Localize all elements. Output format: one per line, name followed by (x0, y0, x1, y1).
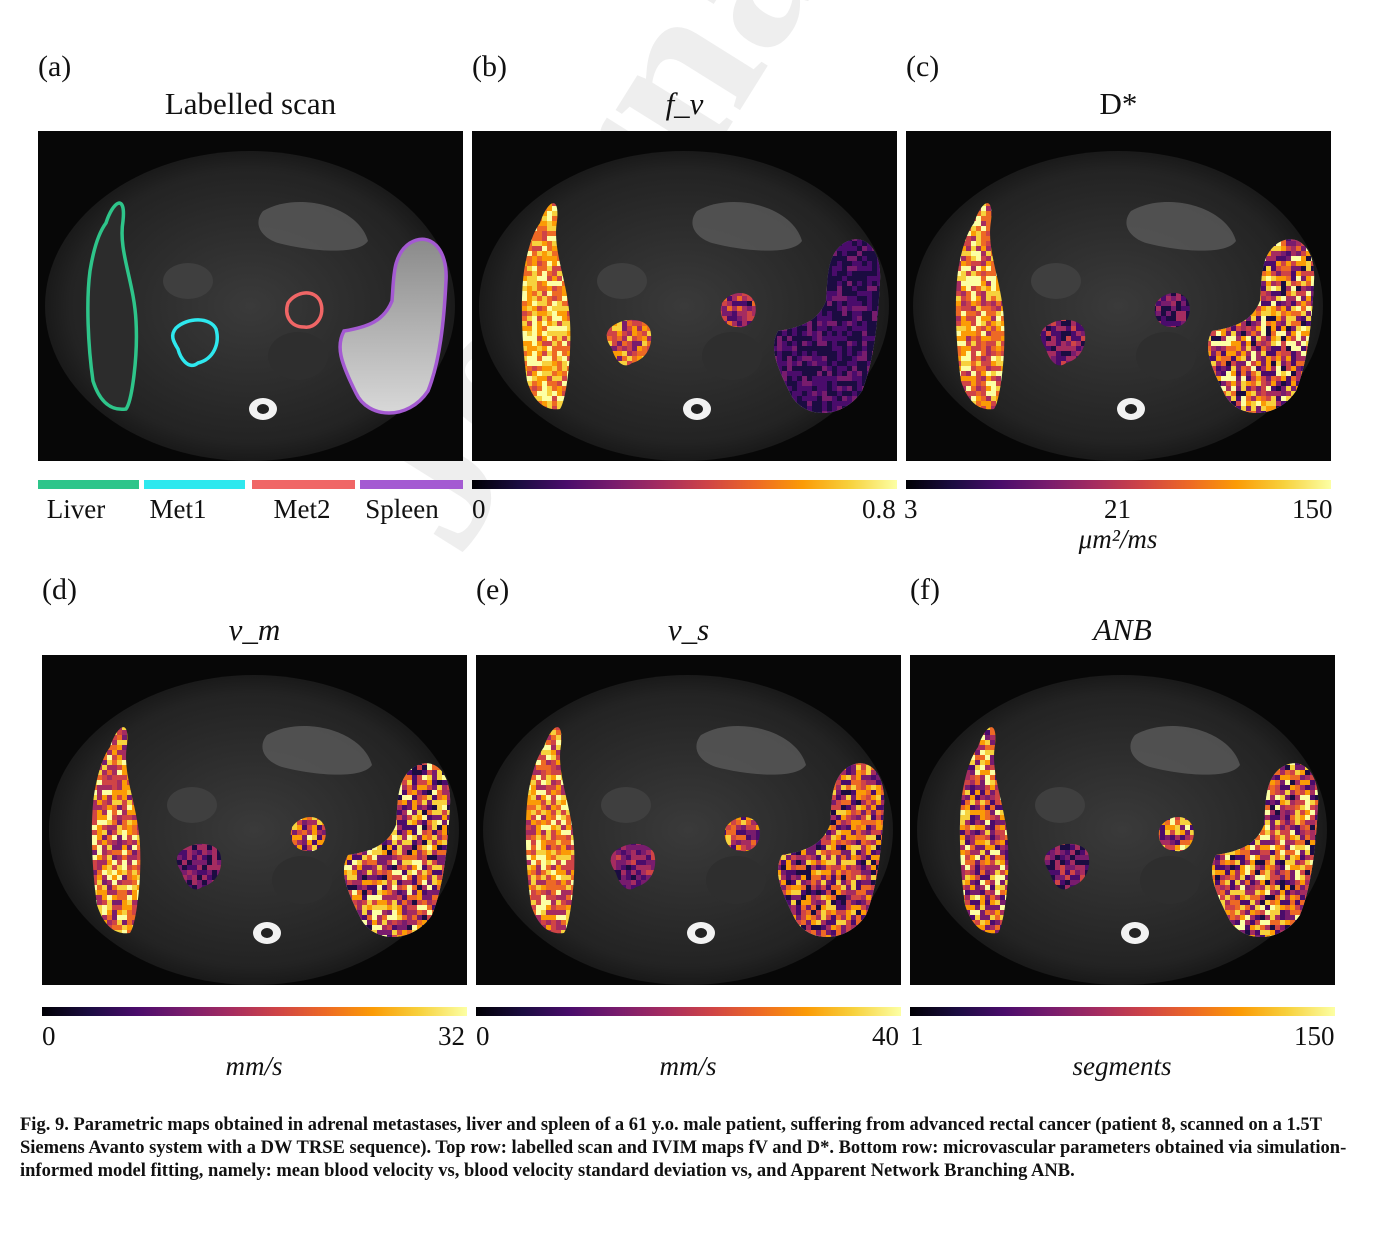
legend-swatch-spleen (360, 480, 463, 489)
colorbar-anb-max: 150 (1294, 1021, 1335, 1052)
colorbar-vs-unit: mm/s (588, 1051, 788, 1082)
colorbar-anb-unit: segments (1022, 1051, 1222, 1082)
legend-label-spleen: Spleen (362, 494, 442, 525)
panel-letter-e: (e) (476, 573, 509, 607)
colorbar-dstar-mid: 21 (1104, 494, 1131, 525)
vm-map-image (42, 655, 467, 985)
legend-label-liver: Liver (38, 494, 114, 525)
panel-letter-a: (a) (38, 50, 71, 84)
anb-map-image (910, 655, 1335, 985)
panel-letter-b: (b) (472, 50, 507, 84)
panel-title-d: v_m (42, 612, 467, 648)
colorbar-fv-min: 0 (472, 494, 486, 525)
colorbar-dstar-unit: μm²/ms (1018, 524, 1218, 555)
colorbar-vm-min: 0 (42, 1021, 56, 1052)
colorbar-dstar-min: 3 (904, 494, 918, 525)
panel-title-f: ANB (910, 612, 1335, 648)
colorbar-vs-min: 0 (476, 1021, 490, 1052)
colorbar-dstar-max: 150 (1292, 494, 1333, 525)
panel-title-b: f_v (472, 86, 897, 122)
figure-caption: Fig. 9. Parametric maps obtained in adre… (20, 1114, 1360, 1183)
panel-title-a: Labelled scan (38, 86, 463, 122)
colorbar-vm (42, 1007, 467, 1016)
panel-letter-d: (d) (42, 573, 77, 607)
legend-swatch-met2 (252, 480, 355, 489)
dstar-map-image (906, 131, 1331, 461)
fv-map-image (472, 131, 897, 461)
panel-letter-c: (c) (906, 50, 939, 84)
panel-title-e: v_s (476, 612, 901, 648)
legend-swatch-met1 (144, 480, 245, 489)
panel-title-c: D* (906, 86, 1331, 122)
colorbar-vs-max: 40 (872, 1021, 899, 1052)
panel-letter-f: (f) (910, 573, 940, 607)
colorbar-anb (910, 1007, 1335, 1016)
colorbar-vm-unit: mm/s (154, 1051, 354, 1082)
legend-label-met2: Met2 (262, 494, 342, 525)
vs-map-image (476, 655, 901, 985)
colorbar-fv-max: 0.8 (862, 494, 896, 525)
colorbar-dstar (906, 480, 1331, 489)
colorbar-vm-max: 32 (438, 1021, 465, 1052)
legend-label-met1: Met1 (140, 494, 216, 525)
labelled-scan-image (38, 131, 463, 461)
colorbar-vs (476, 1007, 901, 1016)
colorbar-fv (472, 480, 897, 489)
legend-swatch-liver (38, 480, 139, 489)
colorbar-anb-min: 1 (910, 1021, 924, 1052)
